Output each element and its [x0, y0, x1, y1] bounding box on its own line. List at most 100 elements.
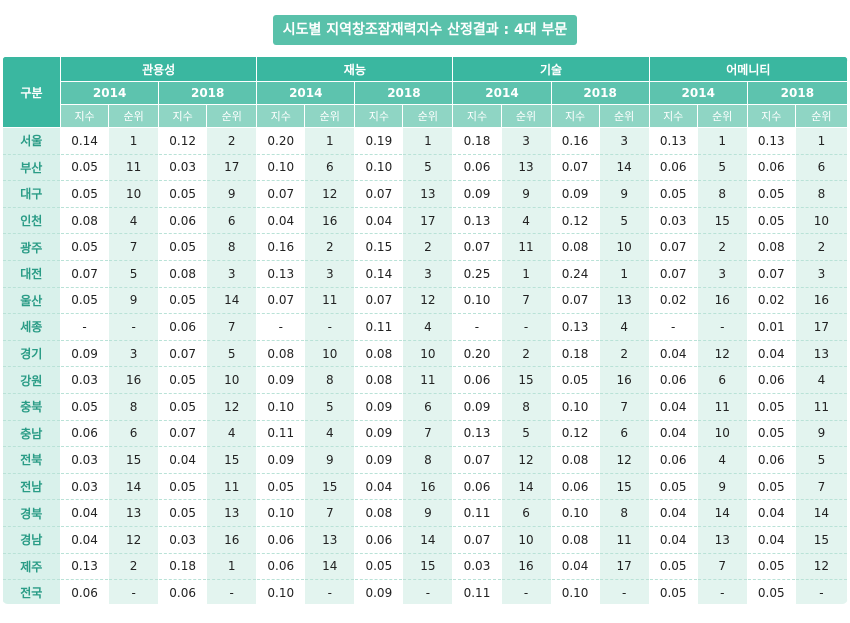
table-row: 경기 0.09 3 0.07 5 0.08 10 0.08 10 0.20 2 0.18 2 0.04 12… [2, 340, 848, 368]
index-value-cell: 0.10 [256, 499, 306, 527]
index-value-cell: 0.08 [354, 340, 404, 368]
index-value-cell: 0.06 [649, 366, 698, 394]
rank-value-cell: - [108, 579, 160, 604]
rank-value-cell: 1 [697, 127, 748, 155]
region-label: 경기 [2, 340, 62, 368]
rank-value-cell: 15 [402, 553, 454, 581]
rank-value-cell: 4 [206, 420, 258, 448]
index-value-cell: 0.07 [649, 233, 698, 261]
region-label: 경북 [2, 499, 62, 527]
index-value-cell: 0.06 [158, 579, 208, 604]
index-value-cell: 0.24 [551, 260, 600, 288]
index-value-cell: 0.09 [354, 579, 404, 604]
row-label-header: 구분 [2, 56, 62, 128]
rank-value-cell: 15 [501, 366, 552, 394]
rank-value-cell: 3 [108, 340, 160, 368]
region-label: 대구 [2, 180, 62, 208]
index-value-cell: 0.11 [256, 420, 306, 448]
index-value-cell: 0.08 [60, 207, 110, 235]
rank-value-cell: 2 [501, 340, 552, 368]
index-value-cell: 0.09 [354, 393, 404, 421]
table-body: 서울 0.14 1 0.12 2 0.20 1 0.19 1 0.18 3 0.16 3 0.13 1 0.1… [2, 127, 848, 604]
rank-value-cell: 7 [697, 553, 748, 581]
index-value-cell: 0.06 [158, 207, 208, 235]
index-value-cell: 0.09 [256, 446, 306, 474]
rank-value-cell: 16 [795, 287, 848, 315]
index-value-cell: 0.05 [158, 180, 208, 208]
rank-value-cell: 14 [501, 473, 552, 501]
rank-value-cell: 2 [304, 233, 356, 261]
region-label: 제주 [2, 553, 62, 581]
index-value-cell: 0.03 [60, 473, 110, 501]
index-value-cell: 0.11 [452, 499, 502, 527]
rank-value-cell: 6 [795, 154, 848, 182]
table-row: 경남 0.04 12 0.03 16 0.06 13 0.06 14 0.07 10 0.08 11 0.… [2, 526, 848, 554]
rank-value-cell: 10 [795, 207, 848, 235]
rank-value-cell: 3 [599, 127, 650, 155]
rank-value-cell: 10 [402, 340, 454, 368]
index-value-cell: 0.03 [452, 553, 502, 581]
rank-value-cell: 16 [206, 526, 258, 554]
index-value-cell: 0.06 [256, 526, 306, 554]
index-header: 지수 [746, 104, 796, 128]
rank-value-cell: 3 [697, 260, 748, 288]
table-row: 제주 0.13 2 0.18 1 0.06 14 0.05 15 0.03 16 0.04 17 0.05… [2, 553, 848, 581]
index-value-cell: 0.16 [256, 233, 306, 261]
index-value-cell: 0.08 [551, 526, 600, 554]
index-value-cell: 0.04 [60, 499, 110, 527]
index-value-cell: 0.05 [158, 366, 208, 394]
rank-value-cell: 6 [599, 420, 650, 448]
rank-value-cell: 5 [304, 393, 356, 421]
index-value-cell: 0.04 [649, 340, 698, 368]
region-label: 부산 [2, 154, 62, 182]
index-header: 지수 [60, 104, 110, 128]
index-value-cell: 0.04 [649, 420, 698, 448]
year-header: 2018 [550, 81, 650, 105]
table-row: 인천 0.08 4 0.06 6 0.04 16 0.04 17 0.13 4 0.12 5 0.03 15… [2, 207, 848, 235]
rank-value-cell: 5 [795, 446, 848, 474]
table-row: 강원 0.03 16 0.05 10 0.09 8 0.08 11 0.06 15 0.05 16 0.0… [2, 366, 848, 394]
index-value-cell: 0.08 [551, 233, 600, 261]
table-title: 시도별 지역창조잠재력지수 산정결과 : 4대 부문 [272, 15, 578, 45]
rank-value-cell: 16 [599, 366, 650, 394]
header-row-metrics: 지수 순위 지수 순위 지수 순위 지수 순위 지수 순위 지수 순위 지수 순… [3, 104, 848, 128]
rank-value-cell: 8 [206, 233, 258, 261]
index-value-cell: - [256, 313, 306, 341]
year-header: 2014 [452, 81, 552, 105]
index-value-cell: 0.07 [452, 526, 502, 554]
index-value-cell: 0.03 [60, 446, 110, 474]
index-header: 지수 [648, 104, 698, 128]
index-value-cell: 0.20 [452, 340, 502, 368]
rank-value-cell: 11 [108, 154, 160, 182]
index-value-cell: 0.13 [60, 553, 110, 581]
index-value-cell: 0.05 [256, 473, 306, 501]
index-value-cell: 0.06 [354, 526, 404, 554]
year-header: 2018 [158, 81, 258, 105]
index-value-cell: 0.13 [551, 313, 600, 341]
index-value-cell: 0.19 [354, 127, 404, 155]
table-row: 전북 0.03 15 0.04 15 0.09 9 0.09 8 0.07 12 0.08 12 0.06… [2, 446, 848, 474]
index-value-cell: 0.04 [747, 526, 796, 554]
index-value-cell: 0.06 [551, 473, 600, 501]
rank-value-cell: - [501, 313, 552, 341]
rank-value-cell: 11 [501, 233, 552, 261]
rank-value-cell: 16 [501, 553, 552, 581]
rank-value-cell: 16 [108, 366, 160, 394]
table-row: 충남 0.06 6 0.07 4 0.11 4 0.09 7 0.13 5 0.12 6 0.04 10 0.… [2, 420, 848, 448]
index-value-cell: 0.11 [354, 313, 404, 341]
rank-value-cell: 7 [304, 499, 356, 527]
index-value-cell: 0.05 [649, 473, 698, 501]
rank-value-cell: 12 [795, 553, 848, 581]
index-value-cell: 0.09 [354, 446, 404, 474]
rank-header: 순위 [304, 104, 356, 128]
rank-value-cell: 17 [795, 313, 848, 341]
index-value-cell: 0.05 [60, 180, 110, 208]
region-label: 전북 [2, 446, 62, 474]
region-label: 전국 [2, 579, 62, 604]
index-value-cell: 0.18 [551, 340, 600, 368]
rank-value-cell: 15 [206, 446, 258, 474]
index-value-cell: 0.05 [649, 553, 698, 581]
rank-header: 순위 [598, 104, 650, 128]
rank-value-cell: 1 [795, 127, 848, 155]
rank-value-cell: 2 [599, 340, 650, 368]
